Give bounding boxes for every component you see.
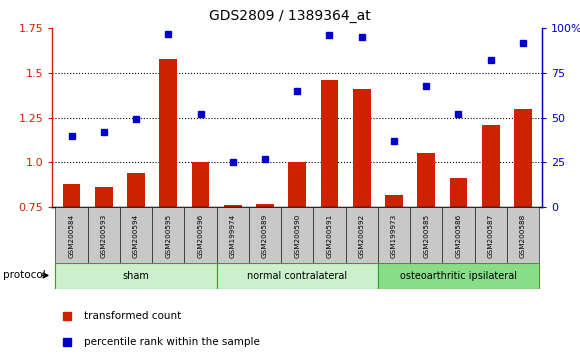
- Bar: [378, 207, 410, 264]
- Bar: [482, 125, 499, 207]
- Text: GSM200594: GSM200594: [133, 213, 139, 258]
- Text: normal contralateral: normal contralateral: [247, 271, 347, 281]
- Text: GSM200591: GSM200591: [327, 213, 332, 258]
- Text: protocol: protocol: [3, 270, 46, 280]
- Text: GSM200592: GSM200592: [359, 213, 365, 258]
- Text: GSM200587: GSM200587: [488, 213, 494, 258]
- Text: GSM200595: GSM200595: [165, 213, 171, 258]
- Bar: [514, 109, 532, 207]
- Text: transformed count: transformed count: [84, 311, 182, 321]
- Bar: [224, 205, 242, 207]
- Bar: [288, 162, 306, 207]
- Bar: [256, 204, 274, 207]
- Bar: [281, 207, 313, 264]
- Text: GSM200589: GSM200589: [262, 213, 268, 258]
- Text: GDS2809 / 1389364_at: GDS2809 / 1389364_at: [209, 9, 371, 23]
- Bar: [63, 184, 81, 207]
- Bar: [249, 207, 281, 264]
- Bar: [152, 207, 184, 264]
- Text: GSM199973: GSM199973: [391, 213, 397, 258]
- Text: GSM200588: GSM200588: [520, 213, 526, 258]
- Bar: [353, 89, 371, 207]
- Bar: [88, 207, 120, 264]
- Bar: [346, 207, 378, 264]
- Bar: [217, 263, 378, 289]
- Text: percentile rank within the sample: percentile rank within the sample: [84, 337, 260, 347]
- Bar: [56, 263, 217, 289]
- Bar: [450, 178, 467, 207]
- Bar: [410, 207, 443, 264]
- Bar: [95, 187, 113, 207]
- Bar: [160, 59, 177, 207]
- Bar: [418, 154, 435, 207]
- Text: GSM200590: GSM200590: [294, 213, 300, 258]
- Bar: [507, 207, 539, 264]
- Bar: [313, 207, 346, 264]
- Bar: [191, 162, 209, 207]
- Text: GSM199974: GSM199974: [230, 213, 235, 258]
- Text: sham: sham: [122, 271, 150, 281]
- Bar: [56, 207, 88, 264]
- Bar: [120, 207, 152, 264]
- Bar: [127, 173, 145, 207]
- Bar: [217, 207, 249, 264]
- Text: GSM200585: GSM200585: [423, 213, 429, 258]
- Bar: [184, 207, 217, 264]
- Text: osteoarthritic ipsilateral: osteoarthritic ipsilateral: [400, 271, 517, 281]
- Bar: [443, 207, 474, 264]
- Bar: [321, 80, 338, 207]
- Text: GSM200593: GSM200593: [101, 213, 107, 258]
- Text: GSM200586: GSM200586: [455, 213, 462, 258]
- Text: GSM200584: GSM200584: [68, 213, 75, 258]
- Bar: [385, 195, 403, 207]
- Bar: [474, 207, 507, 264]
- Text: GSM200596: GSM200596: [198, 213, 204, 258]
- Bar: [378, 263, 539, 289]
